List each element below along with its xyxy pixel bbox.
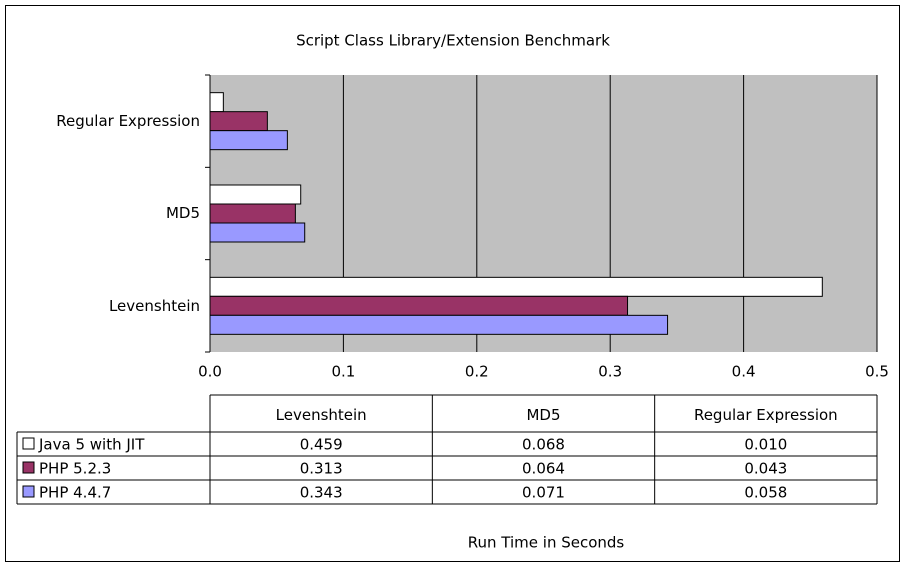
x-tick-label: 0.4 bbox=[732, 363, 756, 381]
table-header: Regular Expression bbox=[694, 406, 838, 424]
y-tick-label-box: MD5 bbox=[165, 204, 200, 223]
table-value: 0.343 bbox=[300, 484, 343, 502]
legend-swatch bbox=[22, 485, 35, 498]
x-tick-label: 0.2 bbox=[465, 363, 489, 381]
legend-label: PHP 5.2.3 bbox=[39, 460, 111, 478]
y-tick-label-box: Levenshtein bbox=[108, 296, 200, 315]
table-value: 0.064 bbox=[522, 460, 565, 478]
table-value: 0.010 bbox=[744, 436, 787, 454]
table-value: 0.313 bbox=[300, 460, 343, 478]
table-header: Levenshtein bbox=[276, 406, 367, 424]
x-tick-label: 0.5 bbox=[865, 363, 889, 381]
table-value: 0.058 bbox=[744, 484, 787, 502]
legend-label: Java 5 with JIT bbox=[38, 436, 145, 454]
table-value: 0.459 bbox=[300, 436, 343, 454]
chart-title: Script Class Library/Extension Benchmark bbox=[296, 32, 610, 50]
table-header: MD5 bbox=[526, 406, 560, 424]
y-tick-label-box: Regular Expression bbox=[56, 112, 200, 131]
bar bbox=[209, 295, 629, 316]
legend-label: PHP 4.4.7 bbox=[39, 484, 111, 502]
table-value: 0.043 bbox=[744, 460, 787, 478]
bar bbox=[209, 203, 296, 224]
bar bbox=[209, 184, 302, 205]
bar bbox=[209, 130, 288, 151]
x-tick-label: 0.3 bbox=[598, 363, 622, 381]
x-tick-label: 0.1 bbox=[331, 363, 355, 381]
bar bbox=[209, 92, 224, 113]
bar bbox=[209, 222, 306, 243]
y-tick-label: Regular Expression bbox=[56, 112, 200, 131]
legend-swatch bbox=[22, 437, 35, 450]
bar bbox=[209, 111, 268, 132]
table-value: 0.071 bbox=[522, 484, 565, 502]
bar bbox=[209, 314, 669, 335]
x-tick-label: 0.0 bbox=[198, 363, 222, 381]
legend-swatch bbox=[22, 461, 35, 474]
x-axis-label: Run Time in Seconds bbox=[468, 534, 625, 552]
table-value: 0.068 bbox=[522, 436, 565, 454]
y-tick-label: Levenshtein bbox=[108, 296, 200, 315]
y-tick-label: MD5 bbox=[165, 204, 200, 223]
bar bbox=[209, 276, 823, 297]
